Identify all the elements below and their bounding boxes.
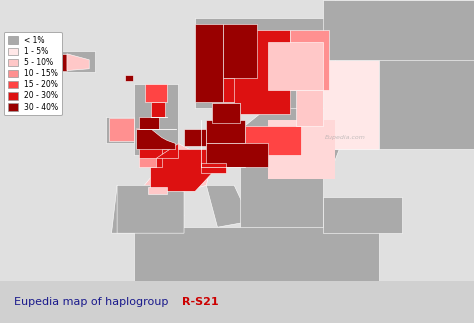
- Polygon shape: [151, 102, 164, 117]
- Polygon shape: [246, 90, 363, 162]
- Polygon shape: [134, 227, 379, 281]
- Polygon shape: [117, 185, 184, 233]
- Polygon shape: [323, 60, 379, 150]
- Polygon shape: [0, 0, 474, 281]
- Polygon shape: [134, 84, 178, 155]
- Text: Eupedia.com: Eupedia.com: [325, 135, 366, 140]
- Polygon shape: [290, 30, 329, 90]
- Legend: < 1%, 1 - 5%, 5 - 10%, 10 - 15%, 15 - 20%, 20 - 30%, 30 - 40%: < 1%, 1 - 5%, 5 - 10%, 10 - 15%, 15 - 20…: [4, 32, 62, 115]
- Polygon shape: [137, 129, 176, 150]
- Polygon shape: [145, 84, 167, 102]
- Polygon shape: [212, 103, 240, 122]
- Polygon shape: [234, 30, 290, 114]
- Polygon shape: [106, 117, 134, 143]
- Polygon shape: [223, 24, 256, 78]
- Polygon shape: [67, 54, 89, 70]
- Polygon shape: [206, 185, 251, 227]
- Polygon shape: [268, 120, 335, 179]
- Text: Eupedia.com: Eupedia.com: [325, 207, 366, 212]
- Polygon shape: [246, 126, 301, 155]
- Polygon shape: [195, 18, 335, 108]
- Polygon shape: [139, 159, 156, 167]
- Polygon shape: [206, 143, 268, 167]
- Polygon shape: [201, 162, 226, 173]
- Polygon shape: [139, 143, 162, 167]
- Polygon shape: [151, 150, 212, 191]
- Polygon shape: [212, 103, 240, 120]
- Polygon shape: [109, 118, 134, 141]
- Polygon shape: [148, 187, 167, 194]
- Polygon shape: [139, 117, 159, 129]
- Polygon shape: [323, 0, 474, 60]
- Text: Eupedia map of haplogroup: Eupedia map of haplogroup: [14, 297, 172, 307]
- Polygon shape: [323, 197, 401, 233]
- Polygon shape: [206, 120, 246, 143]
- Polygon shape: [268, 42, 323, 90]
- Polygon shape: [184, 129, 206, 147]
- Polygon shape: [126, 75, 133, 81]
- Polygon shape: [195, 24, 223, 102]
- Polygon shape: [240, 162, 323, 233]
- Polygon shape: [379, 0, 474, 150]
- Polygon shape: [34, 51, 95, 72]
- Polygon shape: [111, 185, 184, 233]
- Polygon shape: [39, 54, 67, 70]
- Polygon shape: [335, 0, 474, 150]
- Text: R-S21: R-S21: [182, 297, 219, 307]
- Polygon shape: [223, 78, 251, 102]
- Polygon shape: [296, 90, 323, 126]
- Polygon shape: [139, 143, 212, 191]
- Polygon shape: [156, 143, 178, 159]
